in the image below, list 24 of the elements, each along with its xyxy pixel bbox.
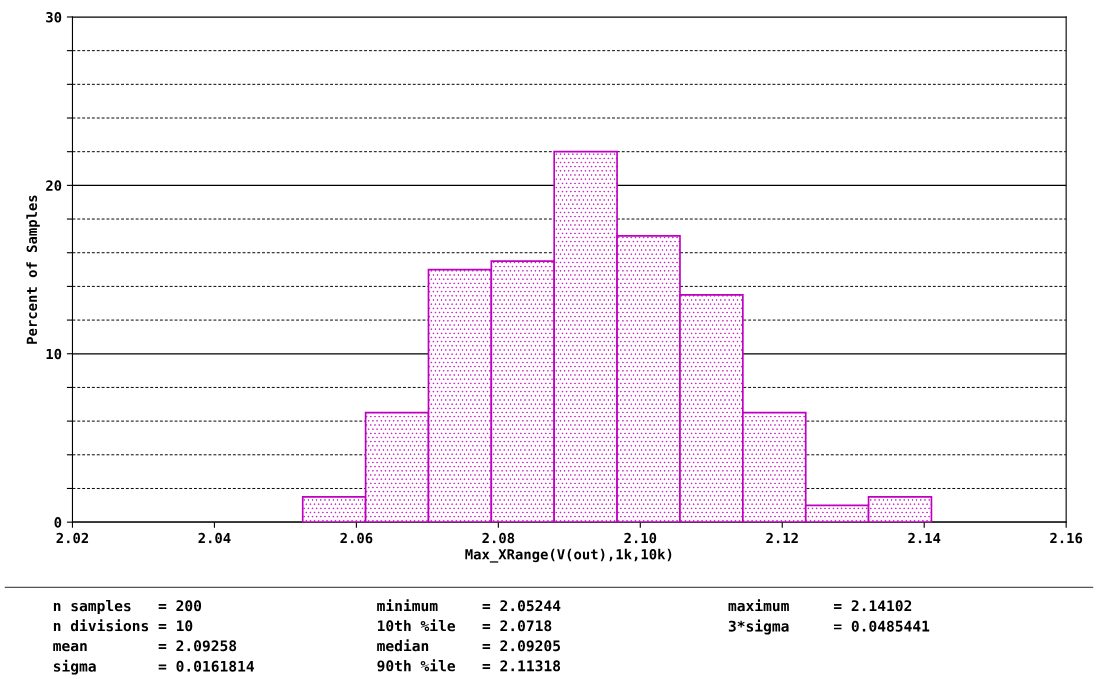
text: median = 2.09205 <box>377 639 560 652</box>
x-tick-label: 2.12 <box>766 532 798 544</box>
text: n divisions = 10 <box>53 619 193 632</box>
y-tick-label: 30 <box>46 11 62 23</box>
y-tick-label: 20 <box>46 180 62 191</box>
x-tick-label: 2.08 <box>482 532 515 544</box>
text: minimum = 2.05244 <box>377 599 561 612</box>
text: mean = 2.09258 <box>53 640 237 652</box>
x-axis-title: Max_XRange(V(out),1k,10k) <box>465 548 672 563</box>
text: n samples = 200 <box>53 599 202 615</box>
text: 90th %ile = 2.11318 <box>377 659 561 672</box>
x-tick-label: 2.10 <box>624 532 657 544</box>
text: sigma = 0.0161814 <box>53 659 254 675</box>
y-tick-label: 10 <box>46 348 62 360</box>
text: 3*sigma = 0.0485441 <box>728 619 930 635</box>
y-axis-title: Percent of Samples <box>26 195 40 344</box>
x-tick-label: 2.06 <box>340 532 373 544</box>
x-tick-label: 2.02 <box>56 532 89 544</box>
y-tick-label: 0 <box>54 517 62 528</box>
x-tick-label: 2.16 <box>1050 532 1083 544</box>
x-tick-label: 2.04 <box>198 532 231 544</box>
text: maximum = 2.14102 <box>728 599 912 612</box>
text: 10th %ile = 2.0718 <box>377 619 552 632</box>
x-tick-label: 2.14 <box>908 532 941 544</box>
